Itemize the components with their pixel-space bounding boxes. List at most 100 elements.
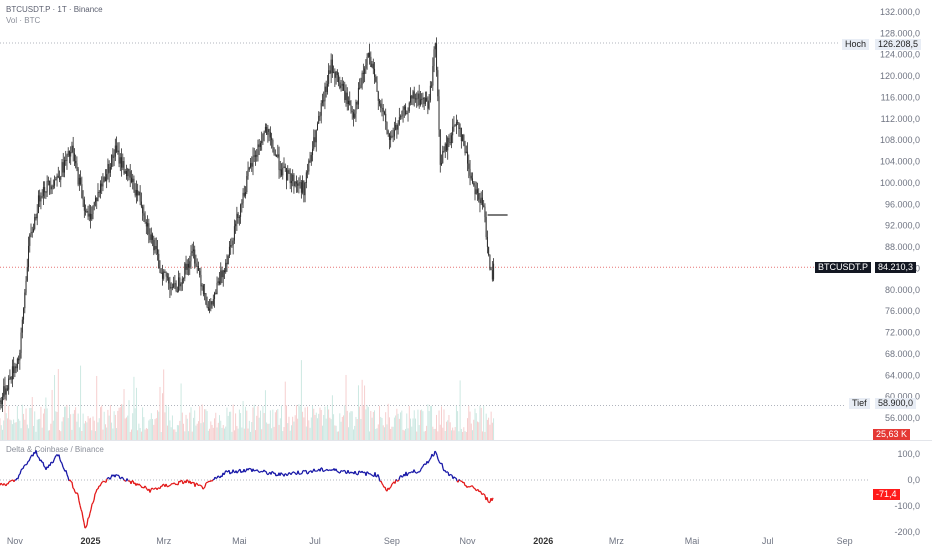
candle-body	[405, 106, 407, 115]
volume-bar	[298, 404, 300, 440]
oscillator-segment	[479, 490, 482, 493]
time-axis-label: Sep	[837, 536, 853, 546]
oscillator-segment	[50, 461, 53, 464]
candle-body	[427, 101, 429, 109]
candle-body	[108, 164, 110, 173]
volume-bar	[281, 405, 282, 440]
candle-body	[289, 172, 291, 184]
oscillator-segment	[202, 487, 205, 490]
oscillator-segment	[97, 485, 100, 490]
candle-body	[355, 101, 357, 114]
candle-body	[367, 52, 369, 57]
candle-body	[339, 82, 341, 88]
candle-body	[57, 175, 59, 178]
volume-bar	[422, 411, 424, 440]
oscillator-segment	[173, 482, 176, 485]
volume-bar	[131, 429, 132, 440]
volume-bar	[52, 420, 54, 440]
candle-body	[464, 145, 466, 154]
oscillator-segment	[42, 461, 45, 467]
volume-bar	[382, 425, 384, 440]
oscillator-segment	[384, 486, 387, 491]
volume-bar	[247, 428, 249, 440]
oscillator-segment	[208, 480, 211, 483]
oscillator-segment	[458, 478, 461, 481]
volume-bar	[80, 365, 82, 440]
candle-body	[142, 206, 144, 214]
candle-body	[37, 195, 39, 213]
volume-bar	[491, 422, 493, 440]
oscillator-segment	[438, 461, 441, 464]
candle-body	[194, 249, 196, 264]
candle-body	[245, 192, 247, 196]
oscillator-segment	[486, 497, 489, 502]
candle-body	[192, 249, 194, 252]
oscillator-segment	[323, 470, 326, 472]
oscillator-segment	[82, 517, 85, 523]
oscillator-segment	[35, 450, 38, 456]
oscillator-segment	[130, 480, 133, 485]
volume-bar	[360, 418, 362, 440]
candle-body	[313, 137, 315, 149]
candle-body	[75, 160, 77, 164]
candle-body	[34, 216, 36, 229]
volume-bar	[132, 413, 134, 440]
volume-bar	[473, 419, 475, 440]
volume-bar	[323, 414, 325, 440]
candle-body	[307, 171, 309, 173]
candle-body	[455, 122, 457, 127]
oscillator-segment	[19, 470, 22, 475]
volume-bar	[204, 409, 206, 440]
candle-body	[166, 276, 168, 278]
candle-body	[180, 284, 182, 287]
oscillator-segment	[66, 474, 69, 478]
volume-bar	[390, 428, 392, 440]
candle-body	[418, 93, 420, 105]
volume-bar	[31, 397, 33, 440]
candle-body	[406, 113, 408, 115]
volume-bar	[82, 413, 84, 440]
volume-bar	[10, 420, 12, 440]
oscillator-segment	[52, 459, 55, 463]
candle-body	[101, 183, 103, 187]
candle-body	[325, 86, 327, 92]
volume-bar	[44, 408, 46, 440]
volume-bar	[165, 404, 167, 440]
volume-bar	[24, 419, 26, 440]
volume-bar	[117, 410, 119, 440]
volume-bar	[121, 404, 122, 440]
volume-bar	[0, 425, 2, 440]
price-axis-label: 72.000,0	[885, 328, 920, 338]
oscillator-segment	[350, 471, 353, 474]
volume-bar	[116, 428, 118, 440]
candle-body	[361, 72, 363, 85]
time-axis-label: Nov	[7, 536, 24, 546]
volume-bar	[206, 411, 208, 440]
time-axis-label: Mai	[685, 536, 700, 546]
volume-bar	[60, 431, 62, 440]
volume-bar	[400, 412, 402, 440]
candle-body	[371, 63, 373, 68]
volume-bar	[421, 409, 423, 440]
candle-body	[437, 70, 439, 97]
volume-bar	[166, 425, 168, 440]
candle-body	[377, 91, 379, 101]
volume-bar	[268, 423, 270, 440]
candle-body	[86, 211, 88, 212]
candle-body	[324, 86, 326, 102]
oscillator-segment	[109, 477, 112, 480]
volume-bar	[108, 415, 110, 440]
oscillator-segment	[410, 471, 413, 473]
oscillator-segment	[122, 477, 125, 481]
volume-bar	[209, 428, 211, 440]
volume-bar	[184, 431, 186, 440]
candle-body	[135, 190, 137, 196]
price-axis-label: 100.000,0	[880, 178, 920, 188]
volume-bar	[289, 430, 291, 440]
candle-body	[171, 287, 173, 289]
candle-body	[46, 181, 48, 193]
volume-bar	[65, 406, 67, 440]
volume-bar	[159, 386, 161, 440]
oscillator-segment	[470, 485, 473, 487]
